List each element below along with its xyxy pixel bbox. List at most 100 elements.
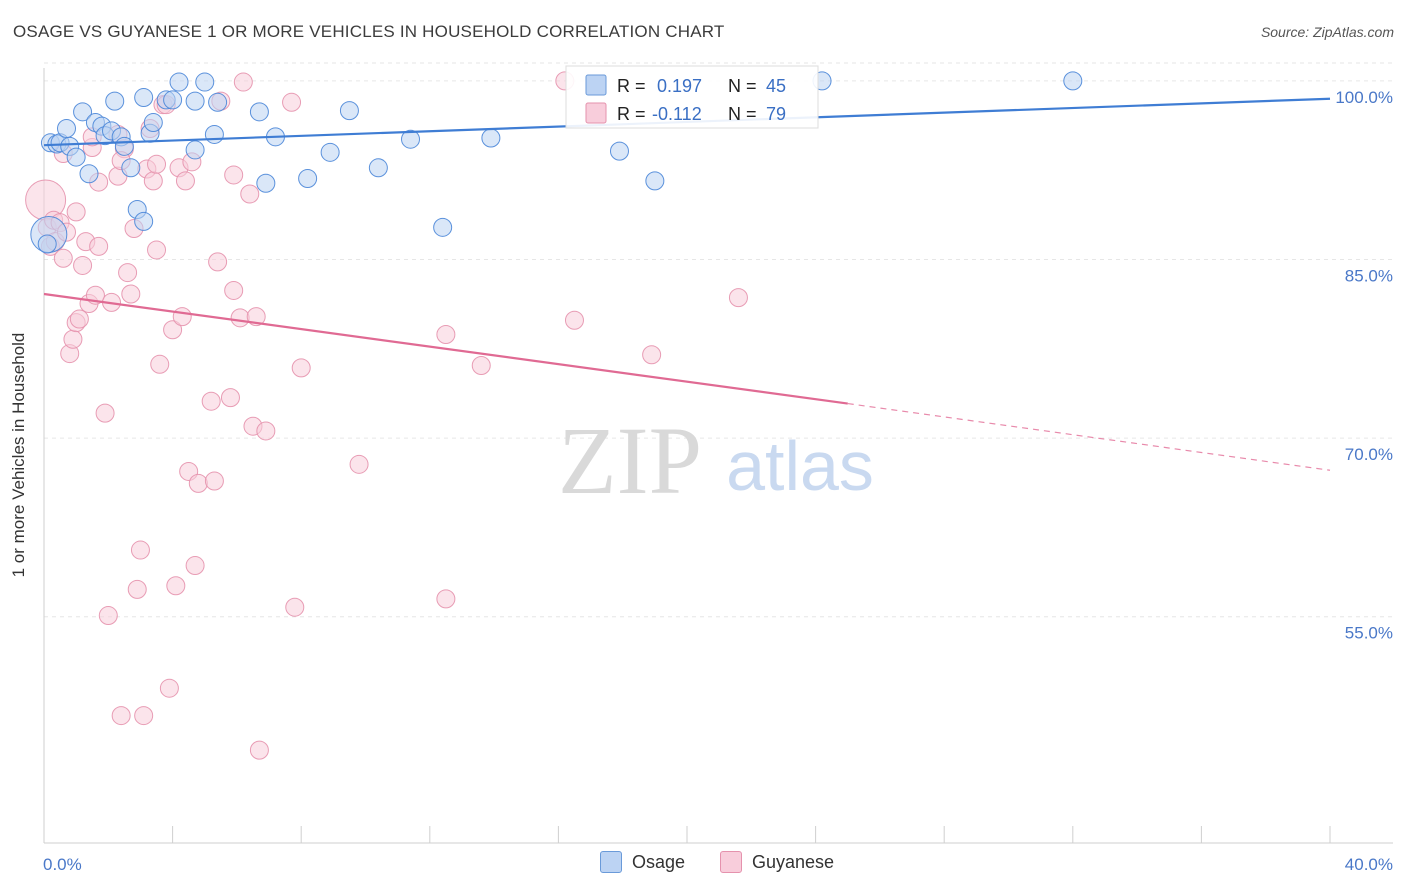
osage-point: [143, 113, 163, 133]
gridlines: [44, 62, 1393, 618]
guyanese-point: [66, 202, 86, 222]
guyanese-point: [233, 72, 253, 92]
osage-point: [204, 124, 224, 144]
watermark-zip: ZIP: [558, 407, 702, 514]
guyanese-point: [172, 307, 192, 327]
guyanese-point: [204, 471, 224, 491]
chart-title: OSAGE VS GUYANESE 1 OR MORE VEHICLES IN …: [13, 22, 725, 41]
guyanese-point: [121, 284, 141, 304]
guyanese-point: [220, 388, 240, 408]
guyanese-point: [349, 454, 369, 474]
osage-swatch: [600, 851, 622, 873]
legend-label-osage: Osage: [632, 851, 686, 872]
guyanese-n-label: N =: [728, 104, 757, 124]
osage-legend-swatch: [585, 74, 607, 96]
osage-point: [195, 72, 215, 92]
x-tick-label-min: 0.0%: [43, 855, 82, 874]
guyanese-point: [285, 597, 305, 617]
guyanese-point: [166, 576, 186, 596]
stats-legend: R = 0.197 N = 45 R = -0.112 N = 79: [565, 65, 819, 129]
guyanese-point: [564, 310, 584, 330]
guyanese-point: [246, 307, 266, 327]
osage-point: [298, 169, 318, 189]
guyanese-n-value: 79: [766, 104, 786, 124]
osage-point: [121, 158, 141, 178]
watermark-atlas: atlas: [726, 427, 874, 505]
osage-r-value: 0.197: [657, 76, 702, 96]
guyanese-point: [130, 540, 150, 560]
osage-point: [163, 90, 183, 110]
guyanese-point: [291, 358, 311, 378]
guyanese-point: [118, 263, 138, 283]
osage-point: [66, 147, 86, 167]
guyanese-point: [53, 248, 73, 268]
y-tick-label: 55.0%: [1345, 624, 1393, 643]
guyanese-point: [728, 288, 748, 308]
osage-point: [249, 102, 269, 122]
osage-point: [114, 136, 134, 156]
guyanese-point: [240, 184, 260, 204]
guyanese-point: [249, 740, 269, 760]
guyanese-point: [143, 171, 163, 191]
osage-point: [609, 141, 629, 161]
y-tick-label: 70.0%: [1345, 445, 1393, 464]
osage-point: [481, 128, 501, 148]
series-legend: Osage Guyanese: [0, 851, 1406, 879]
guyanese-point: [175, 171, 195, 191]
guyanese-point: [224, 280, 244, 300]
osage-point: [256, 173, 276, 193]
osage-n-label: N =: [728, 76, 757, 96]
guyanese-trend-extension: [847, 402, 1331, 471]
y-tick-label: 85.0%: [1345, 266, 1393, 285]
legend-item-guyanese: Guyanese: [720, 851, 834, 873]
guyanese-point: [73, 255, 93, 275]
guyanese-point: [147, 240, 167, 260]
osage-point: [320, 142, 340, 162]
guyanese-legend-swatch: [585, 102, 607, 124]
osage-n-value: 45: [766, 76, 786, 96]
guyanese-point: [163, 320, 183, 340]
guyanese-point: [471, 355, 491, 375]
guyanese-trend-line: [43, 292, 848, 405]
osage-point: [79, 164, 99, 184]
guyanese-point: [95, 403, 115, 423]
osage-point: [185, 140, 205, 160]
guyanese-point: [436, 325, 456, 345]
guyanese-point: [147, 154, 167, 174]
guyanese-point: [98, 606, 118, 626]
legend-item-osage: Osage: [600, 851, 685, 873]
osage-point: [401, 129, 421, 149]
source-label: Source: ZipAtlas.com: [1260, 24, 1394, 40]
osage-point: [185, 91, 205, 111]
osage-point: [134, 211, 154, 231]
guyanese-point: [224, 165, 244, 185]
osage-point: [433, 217, 453, 237]
osage-point: [73, 102, 93, 122]
osage-r-label: R =: [617, 76, 646, 96]
osage-point: [208, 92, 228, 112]
guyanese-point: [89, 236, 109, 256]
osage-point: [339, 101, 359, 121]
osage-point: [37, 234, 57, 254]
guyanese-point: [150, 354, 170, 374]
guyanese-point: [69, 309, 89, 329]
osage-point: [169, 72, 189, 92]
guyanese-point: [188, 473, 208, 493]
axes: [43, 68, 1393, 844]
guyanese-point: [642, 345, 662, 365]
guyanese-point: [208, 252, 228, 272]
guyanese-point: [230, 308, 250, 328]
guyanese-point: [436, 589, 456, 609]
x-tick-label-max: 40.0%: [1345, 855, 1393, 874]
osage-point: [1063, 71, 1083, 91]
osage-point: [645, 171, 665, 191]
guyanese-r-label: R =: [617, 104, 646, 124]
guyanese-point: [256, 421, 276, 441]
legend-label-guyanese: Guyanese: [752, 851, 835, 872]
guyanese-swatch: [720, 851, 742, 873]
guyanese-point: [134, 706, 154, 726]
guyanese-point: [282, 92, 302, 112]
y-tick-label: 100.0%: [1335, 88, 1393, 107]
y-tick-labels: 55.0% 70.0% 85.0% 100.0%: [1335, 88, 1393, 643]
